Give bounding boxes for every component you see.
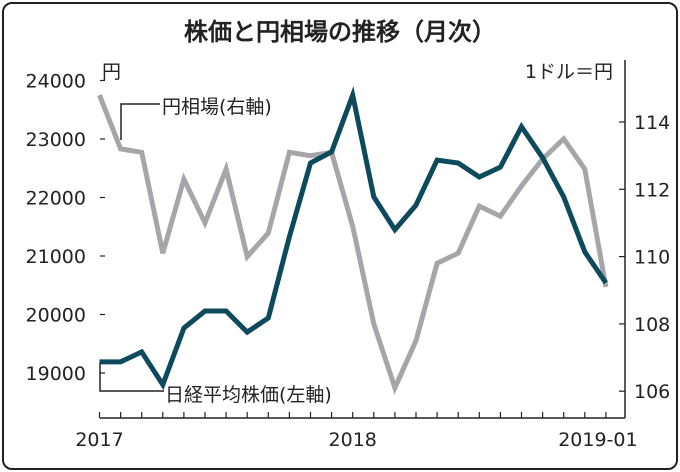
right-tick-label: 108 <box>634 314 670 336</box>
left-tick-label: 23000 <box>26 129 86 151</box>
legend-leader-nikkei <box>99 363 164 392</box>
left-tick-label: 21000 <box>26 246 86 268</box>
legend-yen: 円相場(右軸) <box>162 96 272 118</box>
x-tick-label: 2017 <box>75 429 123 451</box>
legend-nikkei: 日経平均株価(左軸) <box>165 384 332 406</box>
nikkei-line <box>99 86 608 391</box>
right-tick-label: 112 <box>634 179 670 201</box>
left-tick-label: 20000 <box>26 305 86 327</box>
right-unit-label: 1ドル＝円 <box>525 61 613 83</box>
left-tick-label: 22000 <box>26 188 86 210</box>
left-unit-label: 円 <box>102 61 121 83</box>
right-tick-label: 110 <box>634 247 670 269</box>
right-tick-label: 114 <box>634 112 670 134</box>
x-tick-label: 2018 <box>329 429 377 451</box>
chart-title: 株価と円相場の推移（月次） <box>184 18 496 46</box>
left-tick-label: 24000 <box>26 71 86 93</box>
right-tick-label: 106 <box>634 381 670 403</box>
left-tick-label: 19000 <box>26 363 86 385</box>
x-tick-label: 2019-01 <box>558 429 637 451</box>
legend-leader-yen <box>120 103 160 140</box>
